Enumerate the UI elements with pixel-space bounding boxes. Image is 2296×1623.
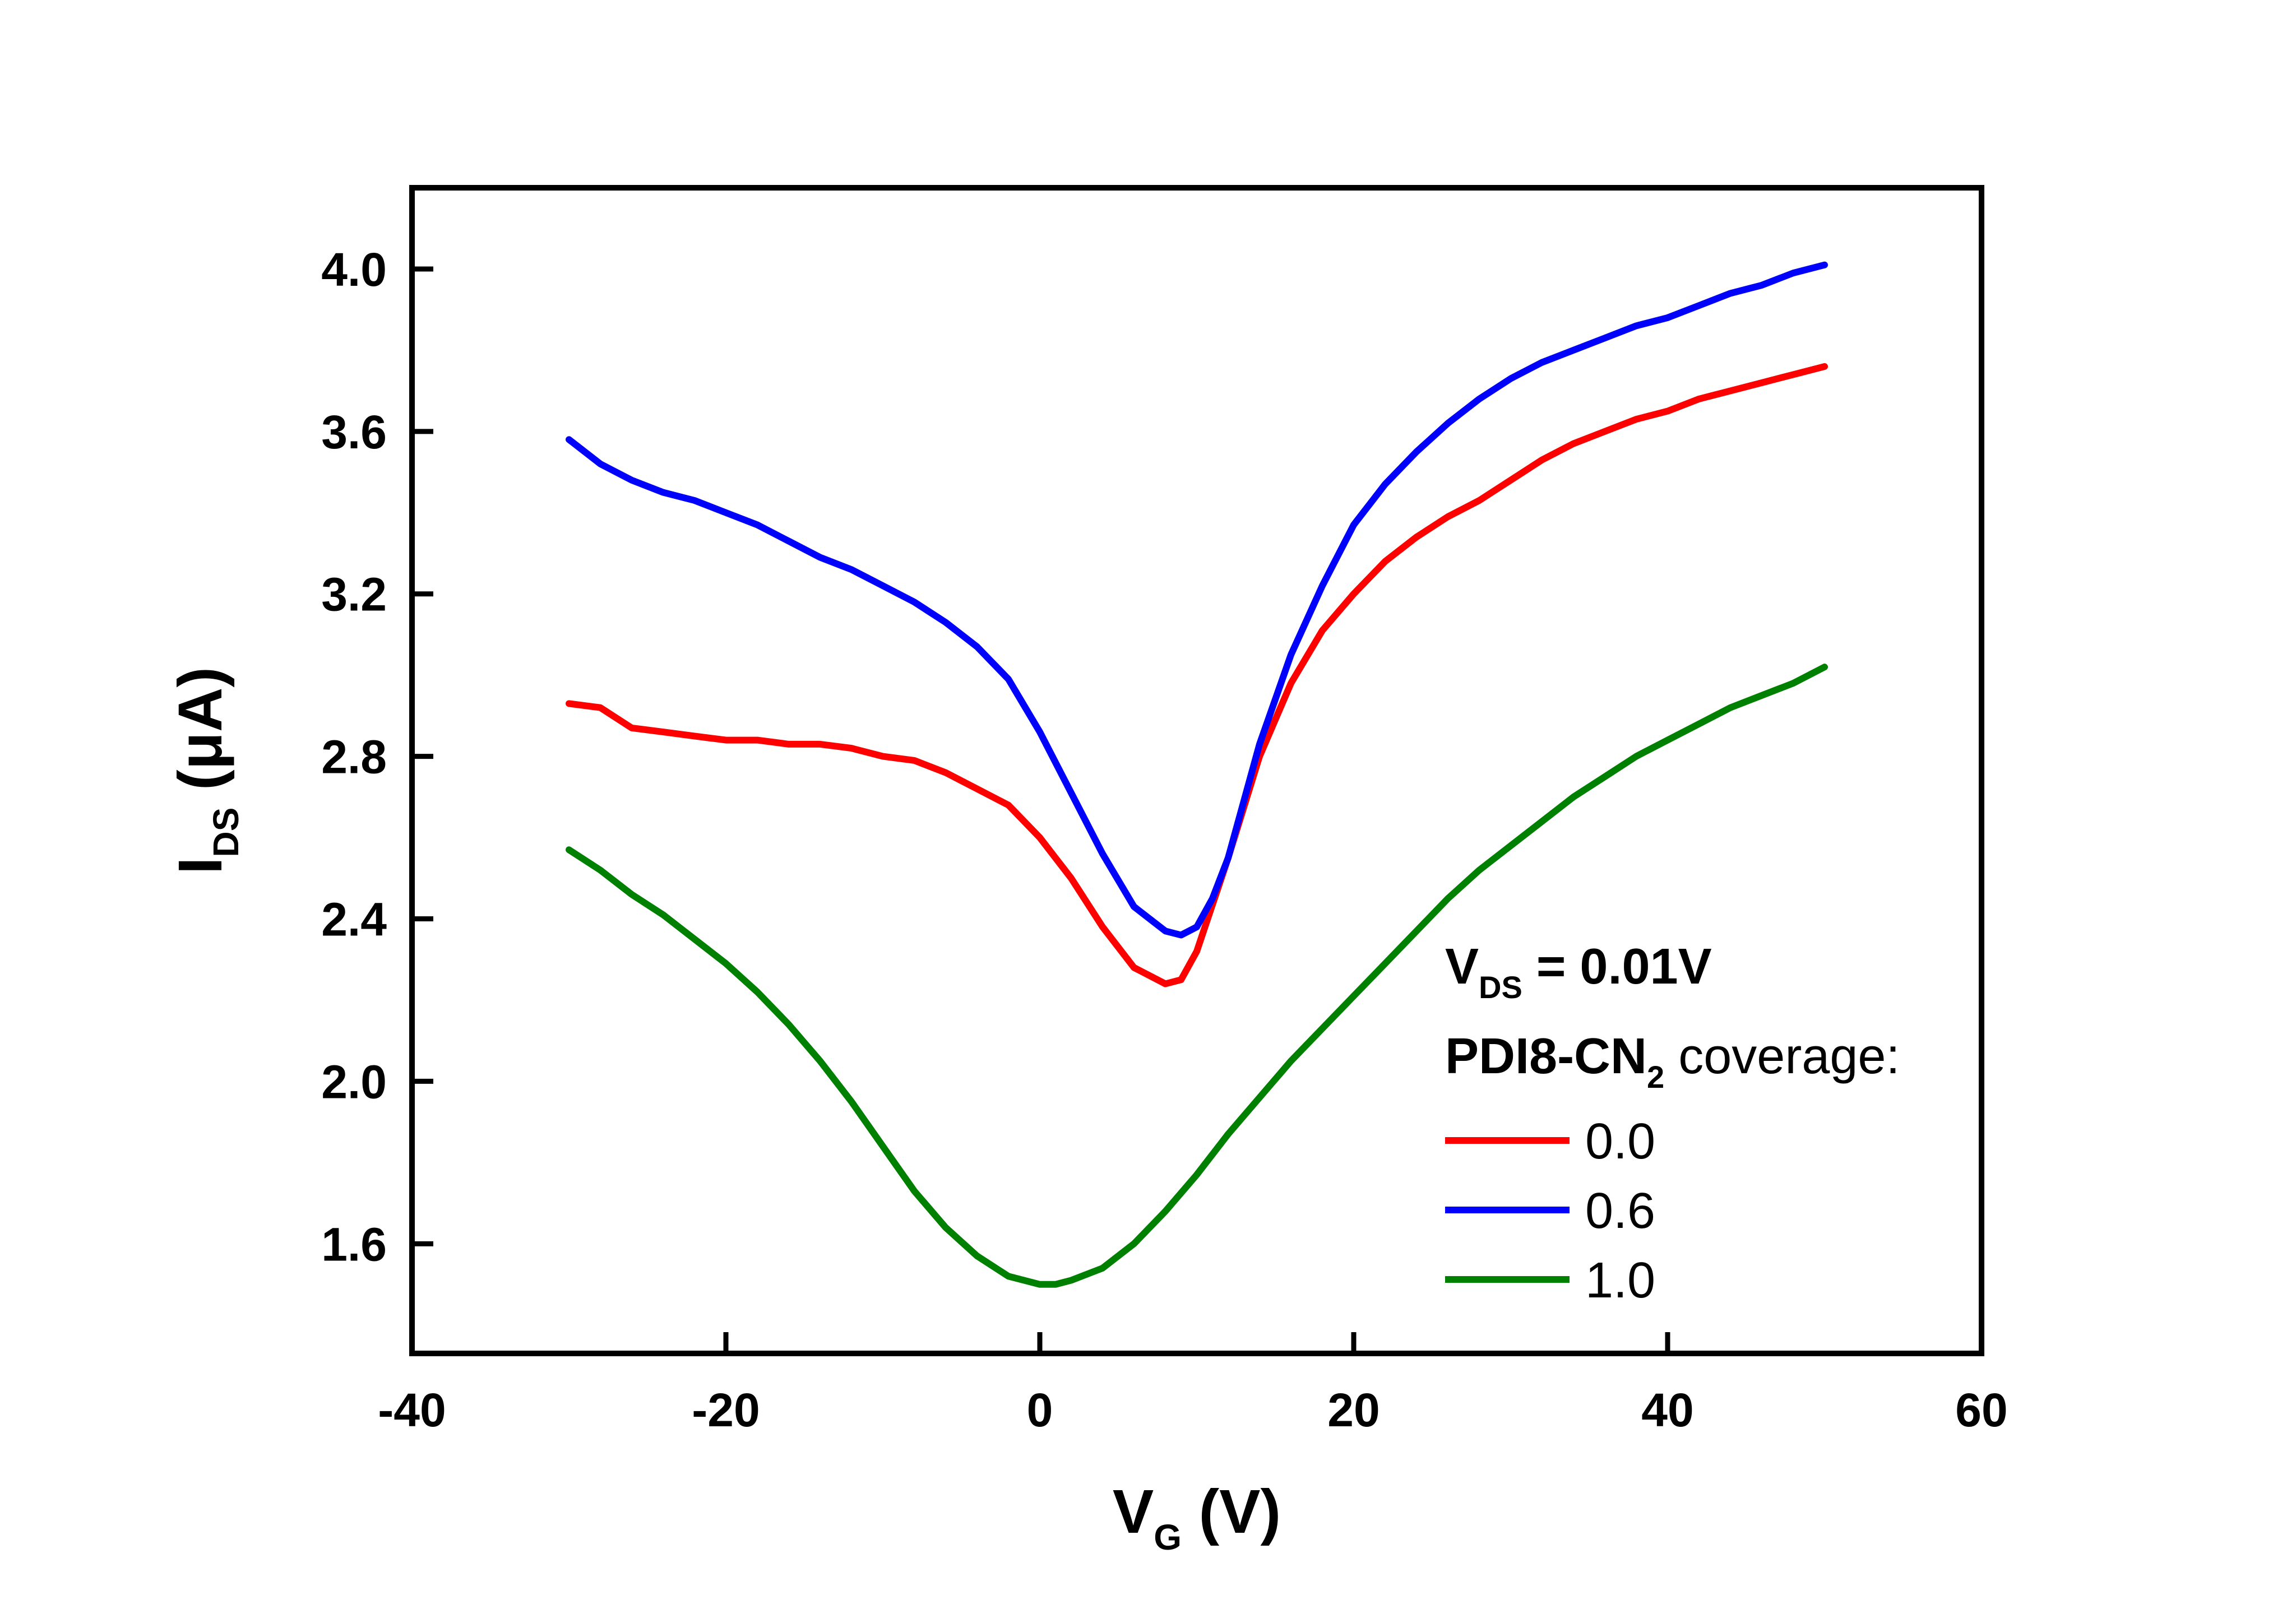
series-line-0-0 bbox=[566, 363, 1828, 987]
x-tick-label: -20 bbox=[692, 1384, 760, 1436]
y-tick-label: 2.8 bbox=[321, 731, 387, 783]
y-tick-label: 3.6 bbox=[321, 406, 387, 458]
y-axis-title: IDS (μA) bbox=[166, 667, 246, 874]
x-tick-label: -40 bbox=[378, 1384, 446, 1436]
series-line-1-0 bbox=[566, 664, 1828, 1288]
legend-header-coverage: PDI8-CN2 coverage: bbox=[1445, 1028, 1900, 1095]
y-tick-label: 2.0 bbox=[321, 1055, 387, 1108]
y-tick-label: 2.4 bbox=[321, 893, 387, 946]
x-axis-title: VG (V) bbox=[1113, 1477, 1281, 1557]
legend: VDS = 0.01V PDI8-CN2 coverage: 0.0 0.6 1.0 bbox=[1445, 939, 1900, 1309]
plot-frame bbox=[409, 185, 1984, 1356]
legend-header-vds: VDS = 0.01V bbox=[1445, 939, 1712, 1005]
series-line-0-6 bbox=[566, 261, 1828, 939]
legend-entries: 0.0 0.6 1.0 bbox=[1445, 1114, 1655, 1309]
legend-label: 0.6 bbox=[1585, 1183, 1655, 1239]
x-tick-label: 40 bbox=[1641, 1384, 1693, 1436]
y-tick-label: 3.2 bbox=[321, 568, 387, 621]
y-tick-label: 1.6 bbox=[321, 1218, 387, 1270]
x-tick-label: 0 bbox=[1027, 1384, 1053, 1436]
x-tick-label: 20 bbox=[1327, 1384, 1380, 1436]
legend-label: 0.0 bbox=[1585, 1114, 1655, 1170]
legend-label: 1.0 bbox=[1585, 1253, 1655, 1309]
x-tick-label: 60 bbox=[1955, 1384, 2007, 1436]
y-axis-ticks: 1.6 2.0 2.4 2.8 3.2 3.6 4.0 bbox=[321, 243, 433, 1270]
series-layer bbox=[566, 261, 1828, 1288]
x-axis-ticks: -40 -20 0 20 40 60 bbox=[378, 1332, 2008, 1436]
y-tick-label: 4.0 bbox=[321, 243, 387, 296]
